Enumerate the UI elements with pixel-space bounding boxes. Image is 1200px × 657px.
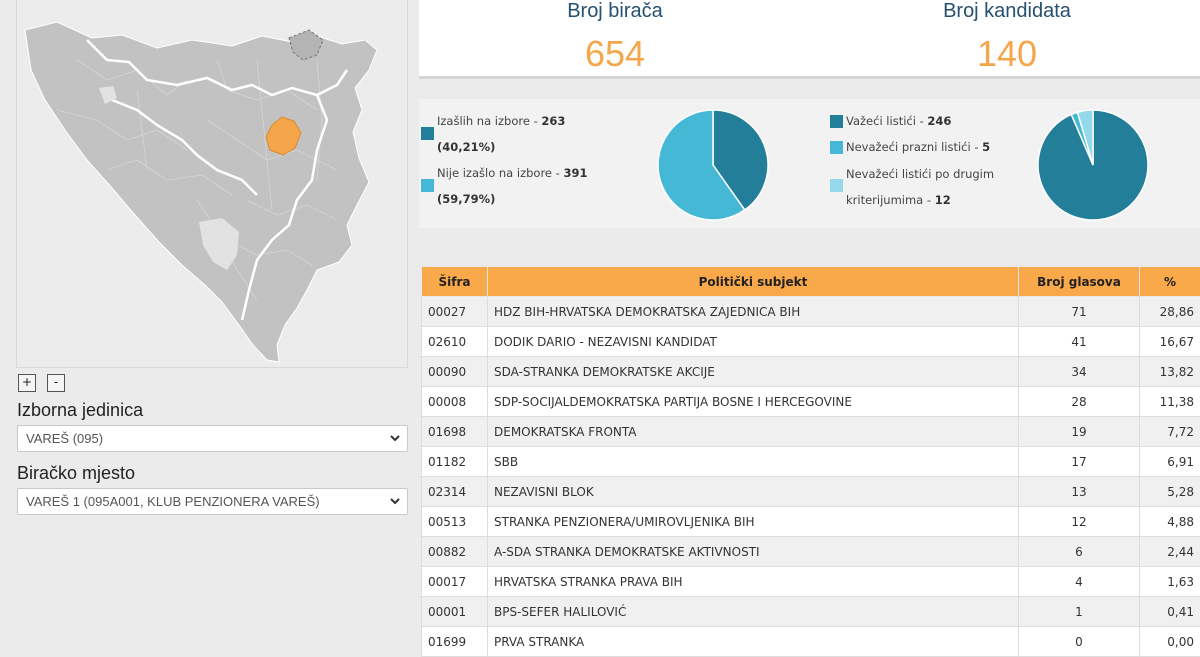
voters-value: 654 (475, 33, 755, 75)
column-header-subject[interactable]: Politički subjekt (488, 267, 1019, 297)
cell-votes: 12 (1019, 507, 1140, 537)
voters-title: Broj birača (475, 0, 755, 23)
country-shape (25, 22, 377, 362)
cell-percent: 16,67 (1140, 327, 1200, 357)
ballots-swatch-2 (830, 179, 843, 192)
turnout-legend-not-voted: Nije izašlo na izbore - 391 (59,79%) (437, 160, 587, 212)
bih-map[interactable] (17, 0, 409, 368)
cell-votes: 1 (1019, 597, 1140, 627)
column-header-votes[interactable]: Broj glasova (1019, 267, 1140, 297)
cell-subject: DEMOKRATSKA FRONTA (488, 417, 1019, 447)
station-select[interactable]: VAREŠ 1 (095A001, KLUB PENZIONERA VAREŠ) (17, 488, 408, 515)
cell-subject: HRVATSKA STRANKA PRAVA BIH (488, 567, 1019, 597)
cell-code: 00017 (422, 567, 488, 597)
cell-subject: BPS-SEFER HALILOVIĆ (488, 597, 1019, 627)
cell-subject: SBB (488, 447, 1019, 477)
ballots-swatch-1 (830, 141, 843, 154)
turnout-swatch-0 (421, 127, 434, 140)
cell-percent: 2,44 (1140, 537, 1200, 567)
candidates-title: Broj kandidata (867, 0, 1147, 23)
cell-subject: DODIK DARIO - NEZAVISNI KANDIDAT (488, 327, 1019, 357)
ballots-legend-valid: Važeći listići - 246 (846, 108, 951, 134)
cell-code: 01699 (422, 627, 488, 657)
stats-header: Broj birača 654 Broj kandidata 140 (419, 0, 1200, 79)
turnout-legend-voted: Izašlih na izbore - 263 (40,21%) (437, 108, 565, 160)
turnout-swatch-1 (421, 179, 434, 192)
cell-votes: 13 (1019, 477, 1140, 507)
cell-code: 00001 (422, 597, 488, 627)
cell-votes: 17 (1019, 447, 1140, 477)
cell-subject: STRANKA PENZIONERA/UMIROVLJENIKA BIH (488, 507, 1019, 537)
cell-code: 01182 (422, 447, 488, 477)
zoom-out-button[interactable]: - (47, 374, 65, 392)
cell-percent: 5,28 (1140, 477, 1200, 507)
cell-percent: 6,91 (1140, 447, 1200, 477)
cell-percent: 0,00 (1140, 627, 1200, 657)
cell-votes: 41 (1019, 327, 1140, 357)
column-header-percent[interactable]: % (1140, 267, 1200, 297)
cell-subject: HDZ BIH-HRVATSKA DEMOKRATSKA ZAJEDNICA B… (488, 297, 1019, 327)
stats-panel: Izašlih na izbore - 263 (40,21%) Nije iz… (419, 99, 1200, 228)
map-panel[interactable] (16, 0, 408, 368)
cell-code: 00513 (422, 507, 488, 537)
cell-votes: 71 (1019, 297, 1140, 327)
cell-subject: A-SDA STRANKA DEMOKRATSKE AKTIVNOSTI (488, 537, 1019, 567)
cell-percent: 13,82 (1140, 357, 1200, 387)
unit-select-value: VAREŠ (095) (26, 431, 103, 446)
cell-code: 02610 (422, 327, 488, 357)
cell-percent: 28,86 (1140, 297, 1200, 327)
candidates-value: 140 (867, 33, 1147, 75)
cell-subject: PRVA STRANKA (488, 627, 1019, 657)
zoom-in-button[interactable]: + (18, 374, 36, 392)
cell-votes: 28 (1019, 387, 1140, 417)
cell-code: 00090 (422, 357, 488, 387)
ballots-swatch-0 (830, 115, 843, 128)
cell-percent: 4,88 (1140, 507, 1200, 537)
cell-percent: 7,72 (1140, 417, 1200, 447)
cell-code: 02314 (422, 477, 488, 507)
unit-select[interactable]: VAREŠ (095) (17, 425, 408, 452)
results-table: Šifra Politički subjekt Broj glasova % 0… (421, 266, 1200, 657)
ballots-legend-invalid-other: Nevažeći listići po drugim kriterijumima… (846, 161, 994, 213)
ballots-pie-chart (1036, 108, 1150, 222)
turnout-pie-chart (656, 108, 770, 222)
cell-percent: 0,41 (1140, 597, 1200, 627)
cell-votes: 19 (1019, 417, 1140, 447)
cell-percent: 11,38 (1140, 387, 1200, 417)
cell-votes: 6 (1019, 537, 1140, 567)
cell-votes: 34 (1019, 357, 1140, 387)
table-header-row: Šifra Politički subjekt Broj glasova % (422, 267, 1200, 297)
cell-subject: SDP-SOCIJALDEMOKRATSKA PARTIJA BOSNE I H… (488, 387, 1019, 417)
cell-code: 00027 (422, 297, 488, 327)
cell-votes: 4 (1019, 567, 1140, 597)
cell-code: 01698 (422, 417, 488, 447)
column-header-code[interactable]: Šifra (422, 267, 488, 297)
chevron-down-icon (389, 432, 401, 444)
cell-subject: NEZAVISNI BLOK (488, 477, 1019, 507)
chevron-down-icon (389, 495, 401, 507)
station-select-value: VAREŠ 1 (095A001, KLUB PENZIONERA VAREŠ) (26, 494, 320, 509)
station-select-label: Biračko mjesto (17, 463, 135, 484)
cell-code: 00008 (422, 387, 488, 417)
cell-code: 00882 (422, 537, 488, 567)
unit-select-label: Izborna jedinica (17, 400, 143, 421)
cell-subject: SDA-STRANKA DEMOKRATSKE AKCIJE (488, 357, 1019, 387)
ballots-legend-invalid-empty: Nevažeći prazni listići - 5 (846, 134, 990, 160)
cell-votes: 0 (1019, 627, 1140, 657)
cell-percent: 1,63 (1140, 567, 1200, 597)
